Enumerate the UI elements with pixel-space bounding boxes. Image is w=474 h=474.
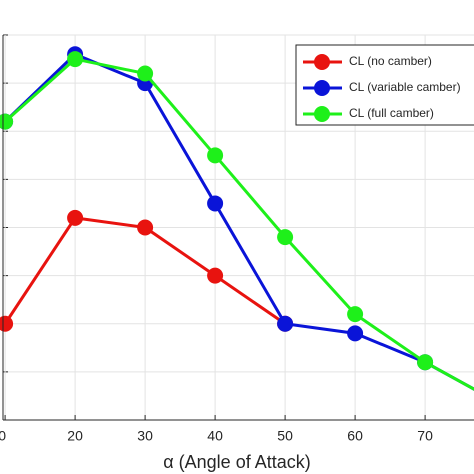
x-tick-label: 0 xyxy=(0,428,6,444)
x-tick-label: 40 xyxy=(207,428,223,444)
marker xyxy=(67,51,84,68)
legend-label: CL (full camber) xyxy=(349,106,434,120)
marker xyxy=(277,315,294,332)
marker xyxy=(207,147,224,164)
marker xyxy=(137,65,154,82)
legend-marker xyxy=(314,80,330,96)
legend-label: CL (variable camber) xyxy=(349,80,461,94)
line xyxy=(4,57,474,391)
x-tick-label: 50 xyxy=(277,428,293,444)
marker xyxy=(0,315,14,332)
x-tick-label: 30 xyxy=(137,428,153,444)
marker xyxy=(347,325,364,342)
marker xyxy=(67,209,84,226)
x-tick-label: 60 xyxy=(347,428,363,444)
marker xyxy=(137,219,154,236)
legend-marker xyxy=(314,106,330,122)
legend-marker xyxy=(314,54,330,70)
x-tick-label: 20 xyxy=(67,428,83,444)
marker xyxy=(347,306,364,323)
x-axis-label: α (Angle of Attack) xyxy=(163,452,310,472)
plot xyxy=(0,46,474,391)
marker xyxy=(277,229,294,246)
legend: CL (no camber) CL (variable camber) CL (fu… xyxy=(295,44,474,126)
marker xyxy=(417,354,434,371)
x-tick-label: 70 xyxy=(417,428,433,444)
legend-label: CL (no camber) xyxy=(349,54,432,68)
line xyxy=(4,52,474,391)
marker xyxy=(207,267,224,284)
marker xyxy=(207,195,224,212)
